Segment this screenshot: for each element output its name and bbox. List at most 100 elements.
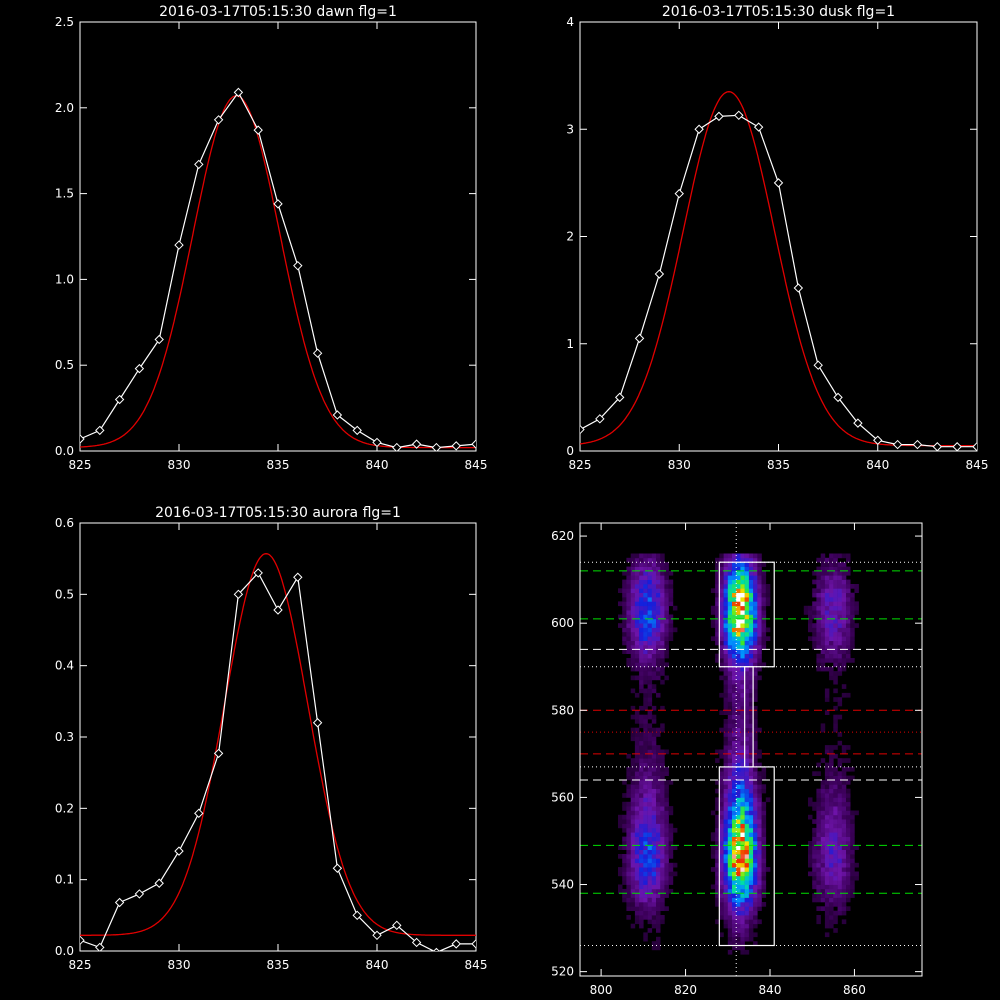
heatmap-cell bbox=[761, 862, 767, 868]
heatmap-cell bbox=[820, 906, 826, 911]
heatmap-cell bbox=[841, 666, 847, 672]
x-tick-label: 845 bbox=[465, 958, 488, 972]
heatmap-cell bbox=[816, 810, 821, 816]
heatmap-cell bbox=[732, 758, 737, 763]
heatmap-cell bbox=[748, 836, 754, 842]
heatmap-cell bbox=[753, 871, 758, 877]
heatmap-cell bbox=[656, 893, 661, 898]
heatmap-cell bbox=[715, 780, 720, 785]
heatmap-cell bbox=[837, 740, 843, 746]
heatmap-cell bbox=[639, 736, 644, 742]
heatmap-cell bbox=[723, 875, 729, 881]
heatmap-cell bbox=[719, 841, 724, 846]
heatmap-cell bbox=[841, 662, 847, 668]
heatmap-cell bbox=[824, 692, 830, 698]
heatmap-cell bbox=[740, 618, 745, 624]
heatmap-cell bbox=[630, 562, 636, 567]
heatmap-cell bbox=[820, 793, 826, 798]
heatmap-cell bbox=[715, 631, 720, 637]
heatmap-cell bbox=[812, 880, 817, 885]
heatmap-cell bbox=[639, 658, 644, 663]
heatmap-cell bbox=[757, 858, 762, 864]
heatmap-cell bbox=[736, 819, 741, 824]
heatmap-cell bbox=[651, 614, 657, 620]
heatmap-cell bbox=[732, 854, 737, 859]
heatmap-cell bbox=[630, 631, 636, 637]
heatmap-cell bbox=[634, 766, 640, 772]
heatmap-cell bbox=[630, 553, 636, 559]
heatmap-cell bbox=[651, 649, 657, 654]
heatmap-cell bbox=[626, 823, 631, 829]
heatmap-cell bbox=[664, 784, 669, 789]
heatmap-cell bbox=[736, 610, 741, 615]
heatmap-cell bbox=[846, 862, 851, 868]
heatmap-cell bbox=[846, 653, 851, 659]
heatmap-cell bbox=[634, 631, 640, 637]
heatmap-cell bbox=[656, 732, 661, 737]
heatmap-cell bbox=[820, 788, 826, 794]
heatmap-cell bbox=[736, 932, 741, 938]
x-tick-label: 835 bbox=[767, 458, 790, 472]
heatmap-cell bbox=[651, 814, 657, 820]
heatmap-cell bbox=[837, 858, 843, 864]
heatmap-cell bbox=[622, 618, 627, 624]
heatmap-cell bbox=[753, 597, 758, 602]
heatmap-cell bbox=[719, 858, 724, 864]
heatmap-cell bbox=[710, 618, 716, 624]
heatmap-cell bbox=[753, 627, 758, 633]
heatmap-cell bbox=[820, 897, 826, 903]
heatmap-cell bbox=[757, 867, 762, 872]
heatmap-cell bbox=[647, 814, 653, 820]
heatmap-cell bbox=[651, 636, 657, 641]
heatmap-cell bbox=[812, 875, 817, 881]
heatmap-cell bbox=[841, 745, 847, 750]
heatmap-cell bbox=[630, 605, 636, 611]
heatmap-cell bbox=[837, 636, 843, 641]
heatmap-cell bbox=[837, 884, 843, 890]
data-point bbox=[134, 363, 145, 374]
heatmap-cell bbox=[824, 640, 830, 646]
heatmap-cell bbox=[651, 584, 657, 589]
heatmap-cell bbox=[753, 841, 758, 846]
heatmap-cell bbox=[656, 623, 661, 628]
heatmap-cell bbox=[837, 627, 843, 633]
heatmap-cell bbox=[837, 897, 843, 903]
heatmap-cell bbox=[660, 906, 665, 911]
heatmap-cell bbox=[820, 645, 826, 650]
heatmap-cell bbox=[664, 884, 669, 890]
heatmap-cell bbox=[719, 832, 724, 837]
heatmap-cell bbox=[643, 740, 648, 746]
heatmap-cell bbox=[656, 614, 661, 620]
heatmap-cell bbox=[816, 605, 821, 611]
heatmap-cell bbox=[812, 605, 817, 611]
heatmap-cell bbox=[643, 862, 648, 868]
heatmap-cell bbox=[744, 636, 750, 641]
heatmap-cell bbox=[664, 588, 669, 593]
heatmap-cell bbox=[622, 636, 627, 641]
heatmap-cell bbox=[740, 884, 745, 890]
heatmap-cell bbox=[651, 845, 657, 850]
heatmap-cell bbox=[837, 631, 843, 637]
heatmap-cell bbox=[753, 601, 758, 607]
heatmap-cell bbox=[824, 575, 830, 580]
heatmap-cell bbox=[643, 701, 648, 707]
heatmap-cell bbox=[740, 636, 745, 641]
heatmap-cell bbox=[824, 762, 830, 768]
heatmap-cell bbox=[622, 570, 627, 576]
heatmap-cell bbox=[829, 658, 834, 663]
heatmap-cell bbox=[651, 645, 657, 650]
heatmap-cell bbox=[761, 823, 767, 829]
heatmap-cell bbox=[820, 666, 826, 672]
heatmap-cell bbox=[719, 727, 724, 733]
heatmap-cell bbox=[723, 705, 729, 711]
heatmap-cell bbox=[664, 867, 669, 872]
heatmap-cell bbox=[824, 806, 830, 811]
heatmap-cell bbox=[634, 610, 640, 615]
heatmap-cell bbox=[753, 801, 758, 807]
heatmap-cell bbox=[656, 936, 661, 942]
heatmap-cell bbox=[719, 810, 724, 816]
heatmap-cell bbox=[723, 597, 729, 602]
heatmap-cell bbox=[634, 867, 640, 872]
heatmap-cell bbox=[634, 854, 640, 859]
heatmap-cell bbox=[744, 801, 750, 807]
